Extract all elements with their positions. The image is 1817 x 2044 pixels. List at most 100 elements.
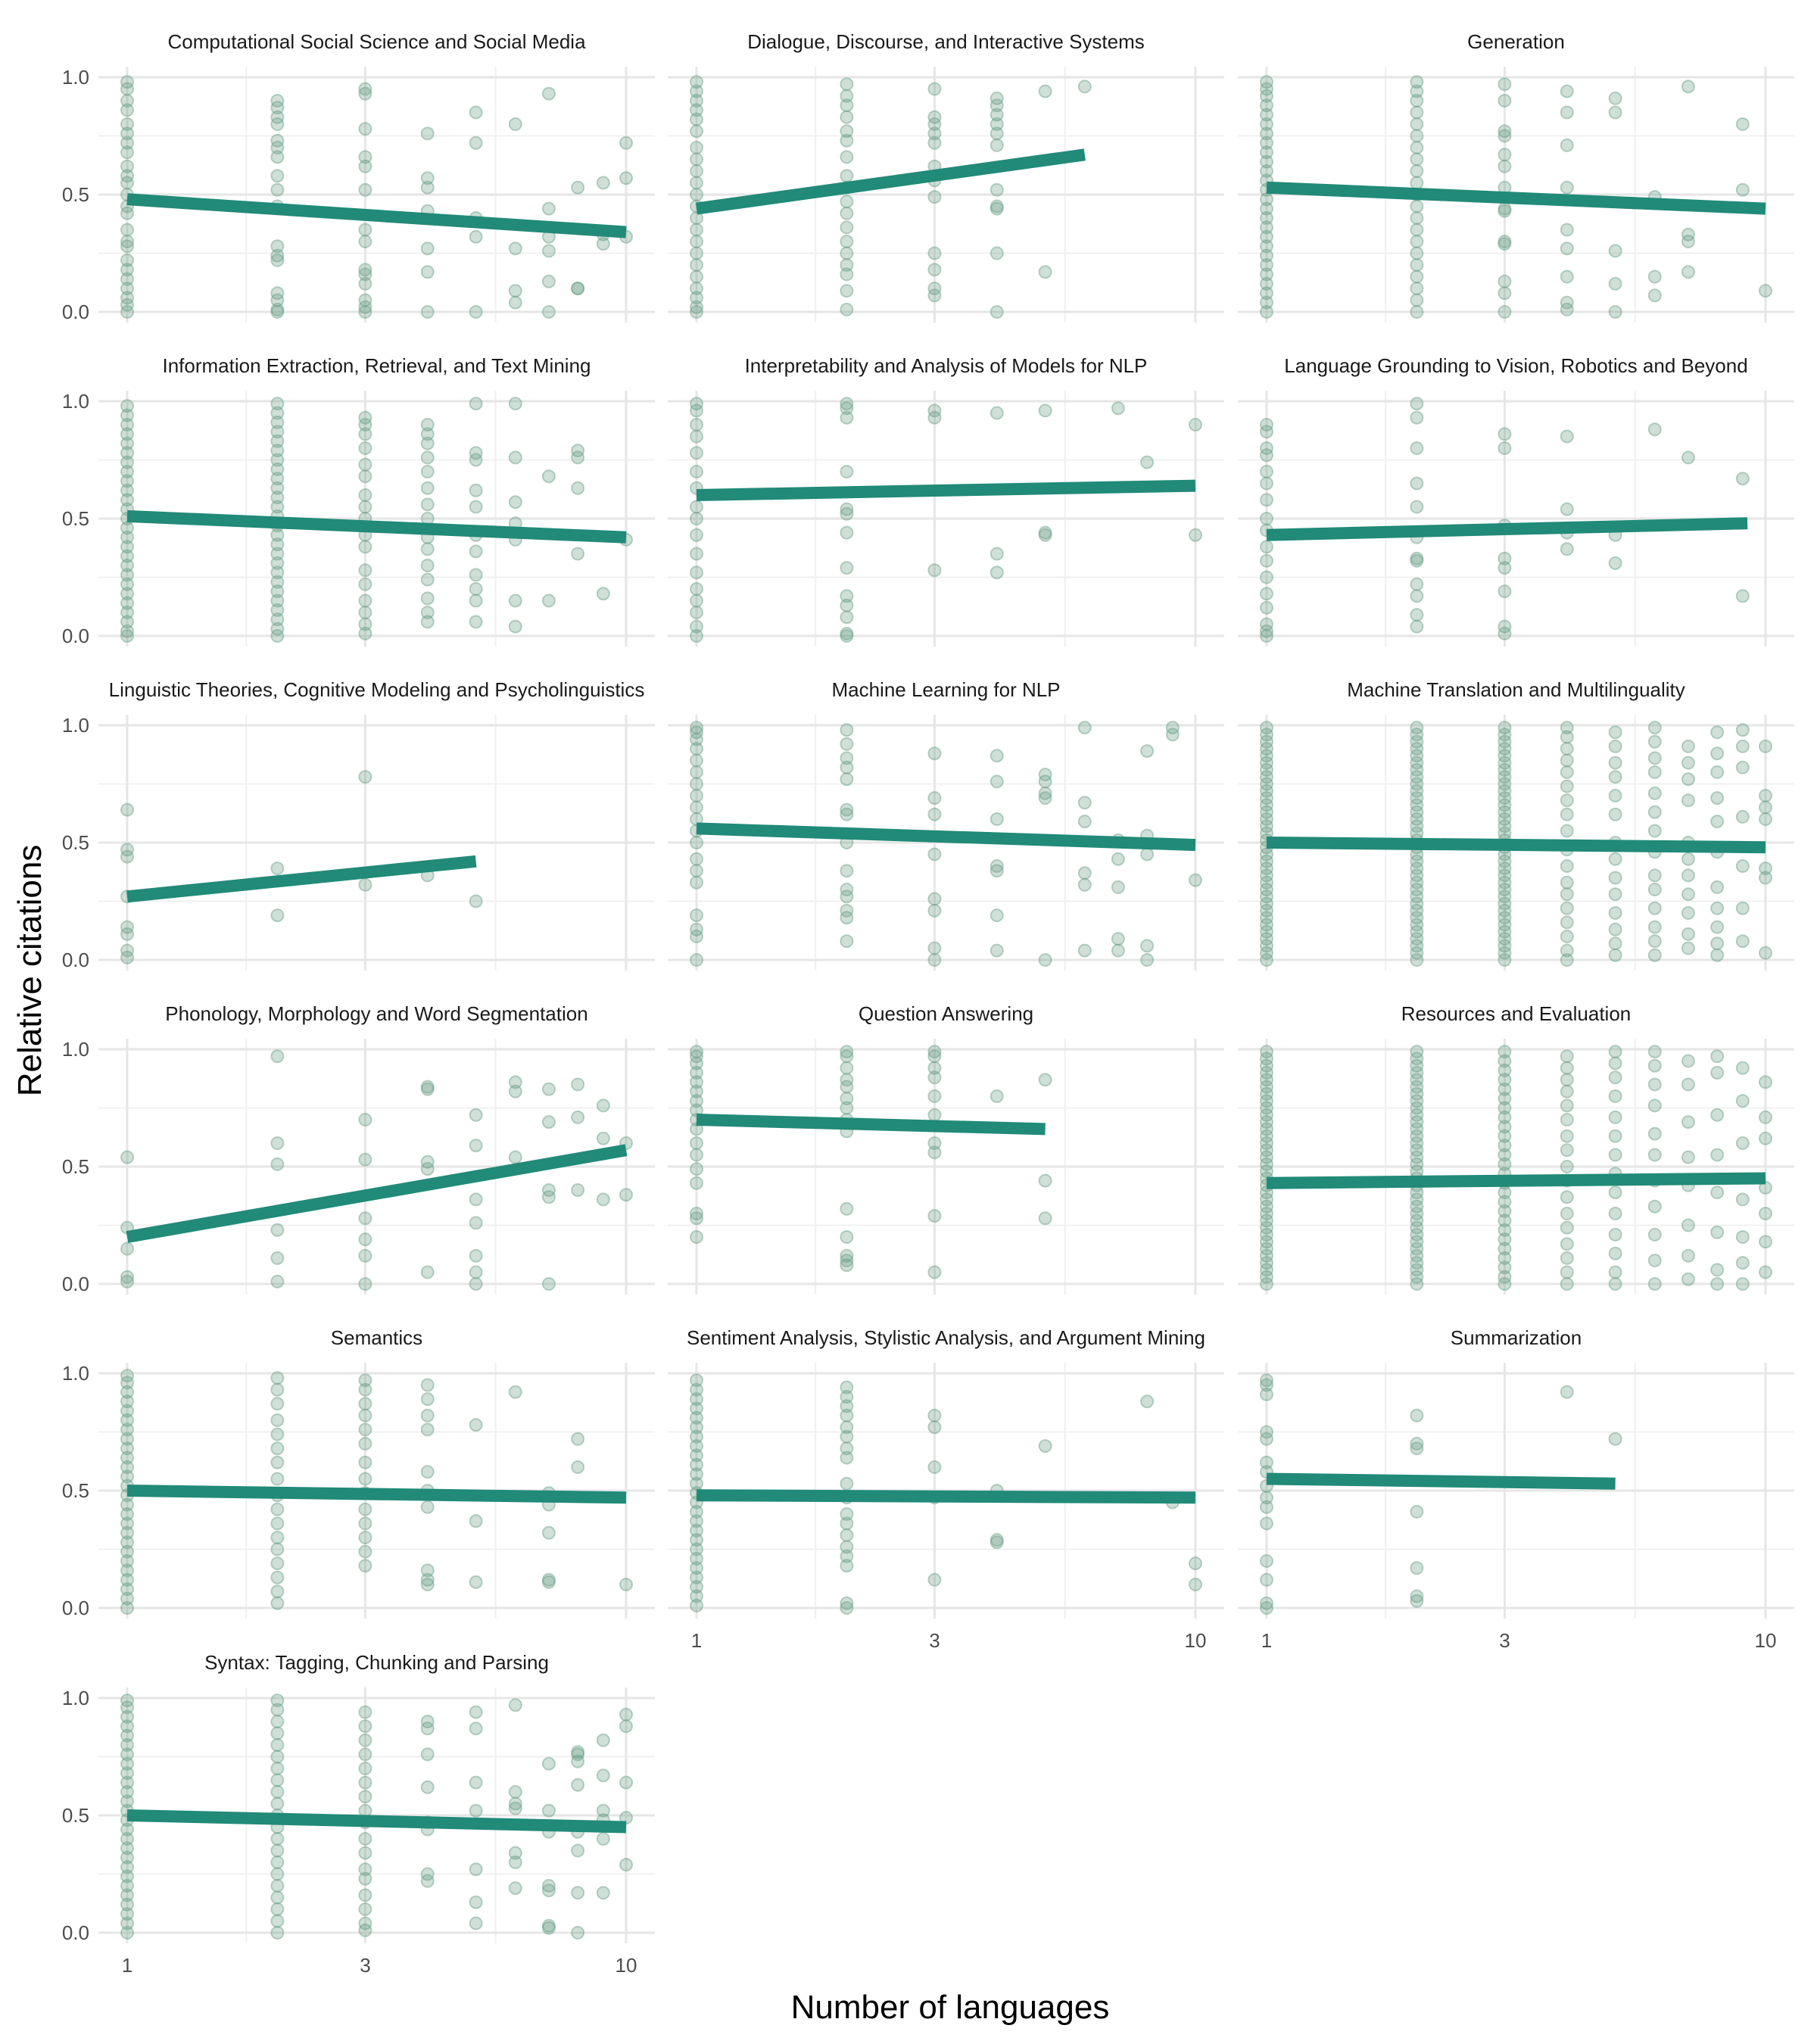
data-point — [840, 1080, 854, 1094]
data-point — [270, 1049, 285, 1064]
data-point — [690, 528, 703, 542]
data-point — [927, 941, 942, 955]
data-point — [840, 1380, 854, 1394]
data-point — [1111, 852, 1125, 866]
data-point — [1410, 164, 1424, 178]
data-point — [1498, 148, 1512, 162]
data-point — [120, 169, 134, 183]
data-point — [420, 1265, 435, 1279]
data-point — [690, 270, 703, 284]
data-point — [690, 103, 703, 117]
data-point — [1735, 901, 1750, 915]
y-axis-title: Relative citations — [11, 845, 48, 1097]
data-point — [1710, 948, 1725, 962]
trend-line — [126, 193, 627, 238]
data-point — [270, 1455, 285, 1469]
data-point — [358, 1382, 372, 1397]
data-point — [1647, 288, 1662, 303]
data-point — [571, 1745, 585, 1759]
data-point — [1410, 410, 1424, 425]
data-point — [1560, 875, 1574, 890]
data-point — [571, 180, 585, 195]
data-point — [120, 1469, 134, 1484]
data-point — [840, 1408, 854, 1422]
data-point — [840, 1201, 854, 1216]
data-point — [571, 1183, 585, 1197]
data-point — [1410, 854, 1424, 868]
data-point — [1260, 624, 1273, 638]
data-point — [840, 1230, 854, 1244]
data-point — [1410, 235, 1424, 248]
data-point — [1608, 1277, 1622, 1291]
data-point — [1735, 1230, 1750, 1244]
data-point — [1498, 159, 1512, 173]
data-point — [1260, 1263, 1273, 1277]
data-point — [1260, 276, 1273, 291]
data-point — [1647, 1058, 1662, 1073]
data-point — [120, 103, 134, 117]
data-point — [840, 1420, 854, 1435]
data-point — [1410, 94, 1424, 107]
data-point — [120, 446, 134, 460]
data-point — [571, 450, 585, 465]
data-point — [1410, 176, 1424, 190]
data-point — [1077, 815, 1092, 829]
panel-grid — [1238, 1363, 1794, 1619]
panel-title: Language Grounding to Vision, Robotics a… — [1284, 354, 1747, 377]
data-point — [1608, 1070, 1622, 1085]
data-point — [1735, 1061, 1750, 1075]
data-point — [1410, 812, 1424, 826]
x-tick-label: 1 — [691, 1629, 702, 1652]
data-point — [927, 807, 942, 821]
trend-line — [126, 1809, 627, 1834]
data-point — [1410, 819, 1424, 833]
data-point — [1560, 901, 1574, 915]
trend-line — [1266, 181, 1766, 215]
data-point — [1498, 1195, 1512, 1209]
data-point — [596, 176, 610, 190]
data-point — [358, 1832, 372, 1846]
data-point — [840, 1248, 854, 1263]
data-point — [1498, 1157, 1512, 1171]
data-point — [1260, 448, 1273, 463]
data-point — [1560, 1073, 1574, 1087]
data-point — [1410, 577, 1424, 591]
data-point — [990, 859, 1004, 873]
data-point — [1038, 768, 1052, 782]
data-point — [420, 591, 435, 606]
data-point — [1710, 791, 1725, 805]
data-point — [358, 267, 372, 282]
data-point — [120, 1450, 134, 1465]
data-point — [1608, 739, 1622, 753]
data-point — [120, 1860, 134, 1874]
data-point — [1038, 528, 1052, 542]
data-point — [1560, 302, 1574, 316]
data-point — [596, 587, 610, 601]
scatter-points — [120, 397, 633, 643]
data-point — [990, 406, 1004, 420]
data-point — [1410, 1277, 1424, 1291]
data-point — [469, 1862, 483, 1877]
data-point — [1681, 793, 1695, 808]
data-point — [1681, 1115, 1695, 1129]
data-point — [358, 469, 372, 484]
data-point — [270, 1762, 285, 1775]
panel-grid — [668, 1363, 1224, 1619]
data-point — [120, 1563, 134, 1578]
data-point — [1260, 476, 1273, 491]
data-point — [927, 126, 942, 141]
data-point — [690, 282, 703, 295]
data-point — [1498, 890, 1512, 904]
data-point — [358, 1152, 372, 1167]
data-point — [927, 1460, 942, 1474]
data-point — [1077, 796, 1092, 810]
data-point — [120, 305, 134, 319]
data-point — [1608, 244, 1622, 258]
data-point — [840, 890, 854, 904]
data-point — [1260, 1601, 1273, 1615]
data-point — [1410, 1150, 1424, 1164]
data-point — [1260, 749, 1273, 763]
data-point — [1759, 862, 1772, 876]
data-point — [690, 1523, 703, 1538]
trend-line — [696, 1489, 1196, 1504]
